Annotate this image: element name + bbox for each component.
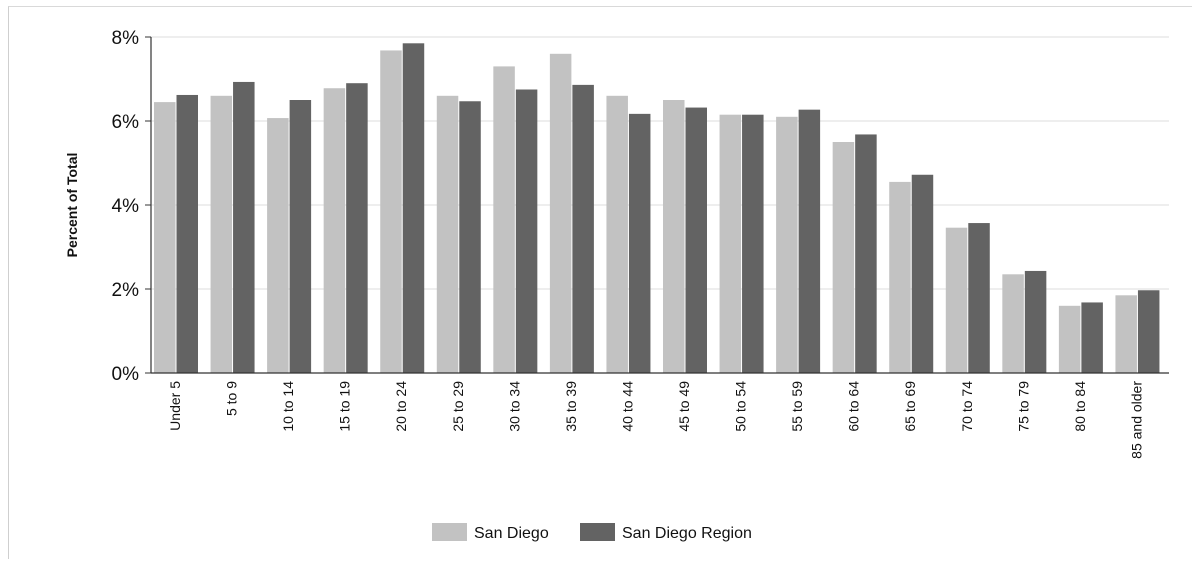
- x-tick-label: 60 to 64: [846, 381, 862, 432]
- x-tick-label: 75 to 79: [1015, 381, 1031, 432]
- bar-san-diego: [606, 95, 628, 374]
- bar-san-diego-region: [346, 83, 368, 373]
- x-tick-label: 55 to 59: [789, 381, 805, 432]
- bar-san-diego-region: [911, 174, 934, 373]
- legend-swatch: [432, 523, 467, 541]
- x-tick-label: 5 to 9: [224, 381, 240, 416]
- bar-san-diego-region: [176, 94, 198, 374]
- x-tick-label: Under 5: [167, 381, 183, 431]
- x-tick-label: 65 to 69: [902, 381, 918, 432]
- bar-san-diego: [493, 66, 515, 374]
- chart-frame: 0% 2% 4% 6% 8% Under 5 5 to 9 10 to 14 15 to 19…: [8, 6, 1192, 559]
- bar-san-diego-region: [515, 89, 538, 373]
- x-tick-label: 10 to 14: [280, 381, 296, 432]
- bar-san-diego: [1115, 295, 1137, 373]
- y-tick-label: 4%: [112, 196, 140, 217]
- bar-san-diego-region: [1024, 270, 1047, 373]
- bar-san-diego-region: [742, 114, 764, 373]
- bar-san-diego-region: [459, 101, 481, 373]
- x-tick-labels: Under 5 5 to 9 10 to 14 15 to 19 20 to 24 25 …: [167, 381, 1144, 459]
- legend: San Diego San Diego Region: [432, 523, 752, 542]
- bar-san-diego: [776, 116, 798, 374]
- x-tick-label: 30 to 34: [506, 381, 522, 432]
- bar-san-diego-region: [233, 81, 255, 373]
- x-tick-label: 40 to 44: [619, 381, 635, 432]
- bar-san-diego: [436, 95, 459, 374]
- bar-san-diego: [889, 181, 911, 373]
- y-axis-label: Percent of Total: [64, 153, 80, 258]
- x-tick-label: 25 to 29: [450, 381, 466, 432]
- x-tick-label: 70 to 74: [959, 381, 975, 432]
- y-tick-label: 2%: [112, 280, 140, 301]
- bar-san-diego: [549, 53, 572, 374]
- legend-label: San Diego: [474, 525, 549, 542]
- bar-san-diego: [267, 118, 289, 373]
- bar-chart: 0% 2% 4% 6% 8% Under 5 5 to 9 10 to 14 15 to 19…: [64, 28, 1169, 542]
- legend-swatch: [580, 523, 615, 541]
- x-tick-label: 50 to 54: [733, 381, 749, 432]
- y-tick-labels: 0% 2% 4% 6% 8%: [112, 28, 140, 385]
- x-tick-label: 85 and older: [1128, 381, 1144, 459]
- bar-san-diego-region: [968, 223, 990, 373]
- bar-san-diego: [154, 102, 176, 373]
- bar-san-diego-region: [572, 84, 594, 373]
- x-tick-label: 45 to 49: [676, 381, 692, 432]
- bar-san-diego-region: [798, 109, 821, 373]
- x-tick-label: 15 to 19: [337, 381, 353, 432]
- x-tick-label: 80 to 84: [1072, 381, 1088, 432]
- bar-san-diego: [663, 100, 685, 373]
- y-tick-label: 6%: [112, 112, 140, 133]
- bar-san-diego: [1058, 305, 1081, 373]
- gridlines: [145, 36, 1169, 374]
- bar-san-diego: [1002, 274, 1024, 373]
- bar-san-diego: [945, 227, 968, 373]
- x-tick-label: 20 to 24: [393, 381, 409, 432]
- y-tick-label: 0%: [112, 364, 140, 385]
- bar-san-diego-region: [402, 43, 425, 374]
- axes: [150, 37, 1169, 374]
- bar-san-diego: [323, 88, 346, 374]
- bars: [154, 43, 1160, 374]
- bar-san-diego-region: [289, 100, 312, 373]
- y-tick-label: 8%: [112, 28, 140, 49]
- x-tick-label: 35 to 39: [563, 381, 579, 432]
- legend-label: San Diego Region: [622, 525, 752, 542]
- bar-san-diego-region: [1137, 290, 1160, 373]
- bar-san-diego-region: [855, 134, 877, 373]
- bar-san-diego-region: [685, 107, 707, 373]
- bar-san-diego-region: [1081, 302, 1103, 373]
- bar-san-diego: [380, 50, 402, 373]
- bar-san-diego-region: [628, 113, 651, 374]
- bar-san-diego: [210, 95, 233, 374]
- bar-san-diego: [832, 142, 855, 373]
- bar-san-diego: [719, 114, 742, 373]
